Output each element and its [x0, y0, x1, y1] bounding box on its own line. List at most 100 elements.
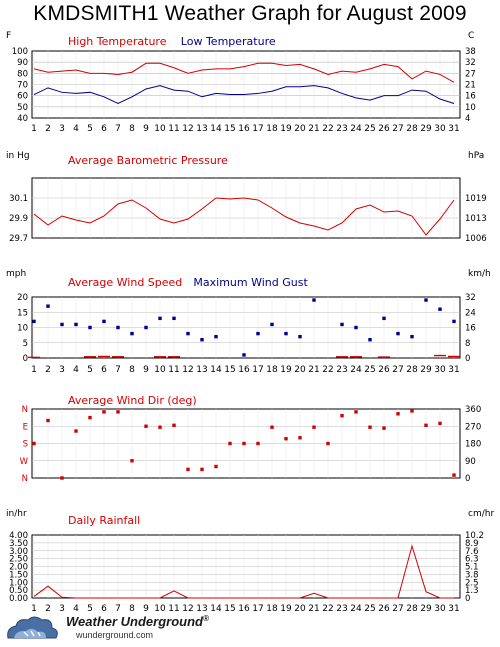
panel-1-right-tick: 10 — [465, 103, 476, 113]
series-point — [368, 425, 372, 429]
day-label: 11 — [168, 604, 179, 614]
panel-3-left-tick: 5 — [23, 339, 28, 349]
page-title: KMDSMITH1 Weather Graph for August 2009 — [33, 2, 467, 25]
day-label: 28 — [406, 604, 418, 614]
series-point — [270, 425, 274, 429]
series-point — [102, 410, 106, 414]
series-high-temperatureline — [33, 62, 455, 83]
panel-1-right-tick: 27 — [465, 69, 476, 79]
day-label: 25 — [364, 124, 375, 134]
day-label: 26 — [378, 604, 390, 614]
day-label: 23 — [336, 365, 347, 375]
day-label: 9 — [143, 604, 149, 614]
panel-3-left-tick: 10 — [17, 324, 28, 334]
panel-1-right-tick: 38 — [465, 47, 476, 57]
day-label: 23 — [336, 604, 347, 614]
panel-5-left-unit: in/hr — [6, 509, 27, 519]
series-point — [144, 325, 148, 330]
day-label: 10 — [154, 604, 166, 614]
series-point — [298, 334, 302, 339]
day-label: 24 — [350, 124, 362, 134]
day-label: 15 — [224, 365, 235, 375]
day-label: 13 — [196, 124, 207, 134]
panel-5-left-tick: 4.00 — [9, 531, 28, 541]
day-label: 5 — [87, 365, 93, 375]
panel-1-left-tick: 80 — [17, 69, 28, 79]
day-label: 24 — [350, 365, 362, 375]
day-label: 25 — [364, 604, 375, 614]
day-label: 11 — [168, 124, 179, 134]
panel-1-right-tick: 16 — [465, 92, 476, 102]
day-label: 5 — [87, 604, 93, 614]
series-point — [326, 441, 330, 446]
day-label: 8 — [129, 365, 135, 375]
day-label: 30 — [434, 604, 446, 614]
series-point — [340, 322, 344, 327]
panel-4-legend-1: Average Wind Dir (deg) — [68, 394, 197, 407]
series-point — [382, 426, 386, 430]
day-label: 20 — [294, 604, 306, 614]
panel-3-right-tick: 8 — [465, 339, 470, 349]
series-point — [256, 331, 260, 336]
day-label: 12 — [182, 365, 193, 375]
series-point — [144, 424, 148, 428]
day-label: 9 — [143, 365, 149, 375]
panel-1-left-tick: 90 — [17, 58, 28, 68]
panel-2-frame — [31, 177, 461, 239]
day-label: 15 — [224, 124, 235, 134]
series-point — [438, 307, 442, 311]
panel-1-left-tick: 40 — [17, 114, 28, 124]
panel-5-right-tick: 1.3 — [465, 586, 479, 596]
series-point — [312, 298, 316, 302]
day-label: 4 — [73, 365, 79, 375]
panel-3-legend-1: Average Wind Speed — [68, 276, 182, 289]
day-label: 12 — [182, 604, 193, 614]
day-label: 3 — [59, 124, 65, 134]
panel-3-right-tick: 16 — [465, 324, 476, 334]
series-point — [242, 441, 246, 446]
panel-5-left-tick: 0.00 — [9, 594, 28, 604]
panel-5-left-tick: 1.00 — [9, 578, 28, 588]
panel-1-left-tick: 100 — [12, 47, 28, 57]
day-label: 8 — [129, 604, 135, 614]
logo-brand: Weather Underground — [66, 614, 203, 629]
day-label: 6 — [101, 604, 107, 614]
day-label: 21 — [308, 604, 319, 614]
panel-5-right-tick: 8.9 — [465, 539, 479, 549]
day-label: 4 — [73, 124, 79, 134]
cloud-logo-icon — [7, 616, 58, 639]
panel-2-left-tick: 29.7 — [9, 234, 28, 244]
day-label: 27 — [392, 604, 403, 614]
panel-3-left-tick: 20 — [17, 293, 28, 303]
day-label: 31 — [448, 124, 459, 134]
day-label: 17 — [252, 365, 263, 375]
panel-4-left-tick: S — [23, 440, 28, 450]
day-label: 19 — [280, 124, 292, 134]
panel-5-right-tick: 7.6 — [465, 547, 479, 557]
series-point — [284, 437, 288, 441]
day-label: 2 — [45, 365, 51, 375]
day-label: 10 — [154, 365, 166, 375]
series-point — [242, 353, 246, 357]
series-point — [158, 316, 162, 321]
panel-3-right-tick: 0 — [465, 354, 470, 364]
series-point — [298, 436, 302, 440]
day-label: 26 — [378, 365, 390, 375]
series-point — [200, 467, 204, 472]
series-point — [200, 338, 204, 342]
panel-4-left-tick: W — [20, 457, 29, 467]
series-point — [284, 331, 288, 336]
panel-4-right-tick: 90 — [465, 457, 476, 467]
panel-5-right-tick: 5.1 — [465, 563, 479, 573]
day-label: 7 — [115, 604, 121, 614]
day-label: 15 — [224, 604, 235, 614]
series-point — [60, 322, 64, 327]
day-label: 1 — [31, 124, 37, 134]
logo-site: wunderground.com — [76, 630, 154, 640]
panel-4-right-tick: 270 — [465, 422, 481, 432]
panel-5-right-unit: cm/hr — [468, 509, 494, 519]
day-label: 16 — [238, 365, 250, 375]
day-label: 31 — [448, 365, 459, 375]
series-point — [424, 423, 428, 427]
day-label: 24 — [350, 604, 362, 614]
